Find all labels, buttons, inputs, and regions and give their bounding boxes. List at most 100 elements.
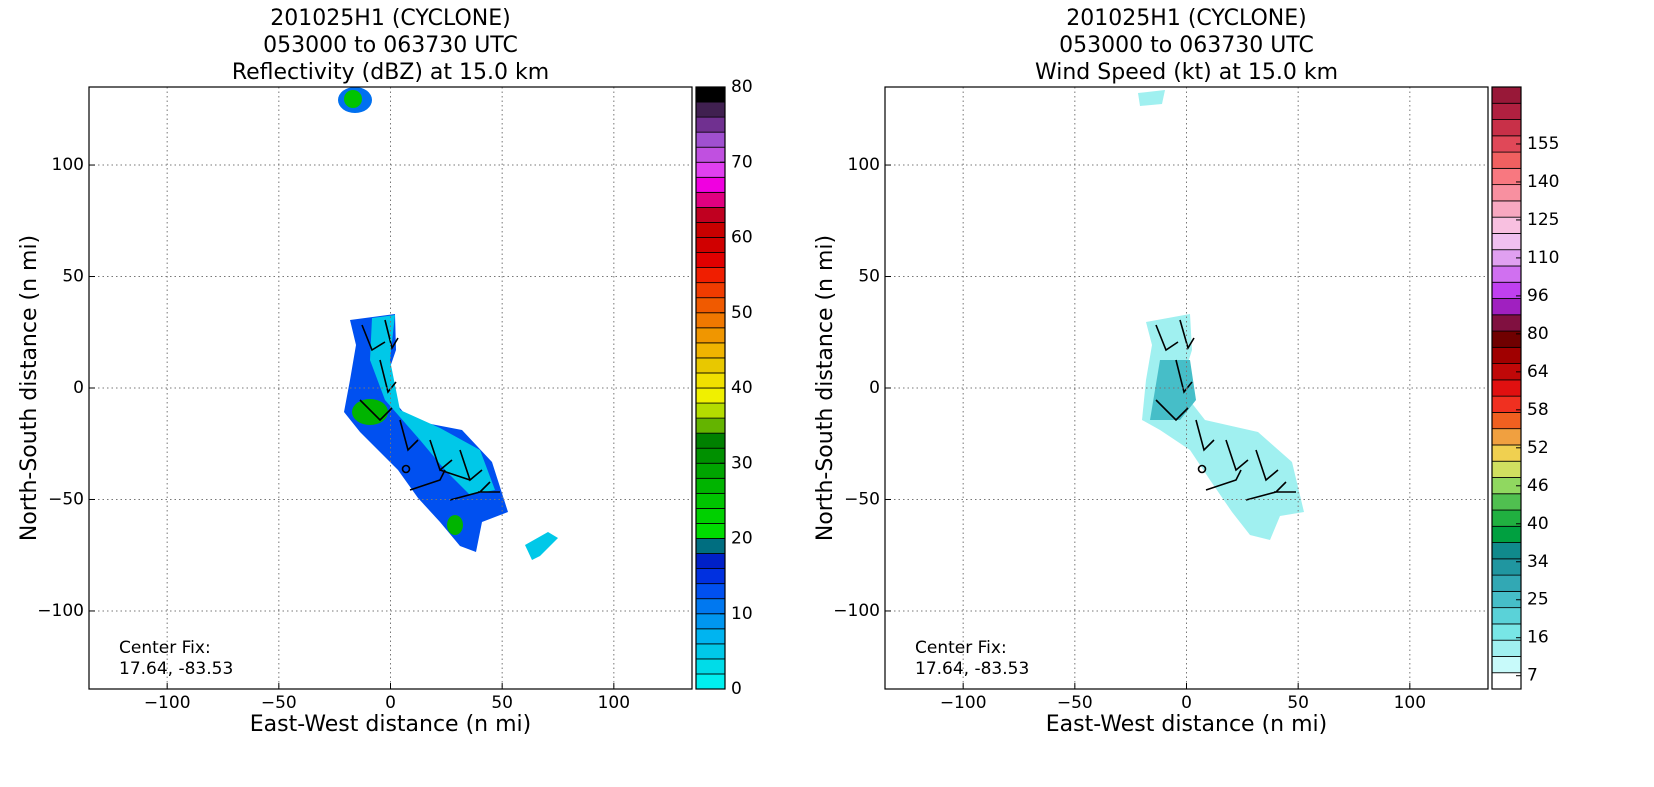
- colorbar-swatch: [1491, 200, 1522, 218]
- chart-title: 053000 to 063730 UTC: [1059, 33, 1314, 58]
- y-tick-label: 50: [62, 267, 84, 287]
- annotation: Center Fix:: [915, 638, 1007, 658]
- colorbar-swatch: [695, 538, 726, 554]
- colorbar-swatch: [695, 673, 726, 690]
- echo-layer: [338, 87, 1304, 560]
- chart-title: 053000 to 063730 UTC: [263, 33, 518, 58]
- echo: [1142, 314, 1304, 540]
- colorbar-swatch: [1491, 574, 1522, 592]
- plot-frame: [884, 86, 1489, 690]
- x-tick-label: −100: [940, 693, 987, 713]
- colorbar-tick-label: 155: [1527, 134, 1559, 154]
- colorbar-tick-label: 125: [1527, 210, 1559, 230]
- colorbar-tick-label: 60: [731, 228, 753, 248]
- colorbar-tick-label: 16: [1527, 628, 1549, 648]
- colorbar-swatch: [1491, 233, 1522, 251]
- colorbar-tick-label: 80: [1527, 324, 1549, 344]
- colorbar-swatch: [695, 282, 726, 299]
- colorbar-swatch: [1491, 346, 1522, 364]
- colorbar-tick-label: 30: [731, 453, 753, 473]
- x-tick-label: −100: [144, 693, 191, 713]
- colorbar-swatch: [695, 553, 726, 569]
- colorbar-swatch: [695, 402, 726, 419]
- colorbar-swatch: [1491, 542, 1522, 560]
- chart-title: 201025H1 (CYCLONE): [1066, 6, 1306, 31]
- colorbar-tick-label: 40: [731, 378, 753, 398]
- y-tick-label: −100: [37, 601, 84, 621]
- annotation: 17.64, -83.53: [119, 659, 233, 679]
- colorbar-swatch: [695, 492, 726, 509]
- colorbar-swatch: [1491, 298, 1522, 316]
- colorbar-swatch: [695, 583, 726, 600]
- colorbar-swatch: [695, 598, 726, 615]
- colorbar-swatch: [1491, 460, 1522, 478]
- colorbar-tick-label: 7: [1527, 666, 1538, 686]
- colorbar-tick-label: 0: [731, 679, 742, 699]
- colorbar-swatch: [695, 432, 726, 449]
- echo: [370, 315, 495, 495]
- colorbar-swatch: [1491, 379, 1522, 397]
- x-tick-label: 100: [1394, 693, 1426, 713]
- colorbar-swatch: [1491, 102, 1522, 120]
- x-tick-label: 100: [598, 693, 630, 713]
- y-tick-label: 100: [848, 155, 880, 175]
- colorbar-tick-label: 96: [1527, 286, 1549, 306]
- colorbar-swatch: [695, 613, 726, 630]
- colorbar-swatch: [695, 297, 726, 314]
- x-tick-label: 0: [385, 693, 396, 713]
- colorbar-swatch: [1491, 151, 1522, 169]
- colorbar-swatch: [695, 507, 726, 524]
- colorbar-swatch: [1491, 493, 1522, 511]
- colorbar-tick-label: 25: [1527, 590, 1549, 610]
- plot-frame: [88, 86, 693, 690]
- barb: [359, 319, 500, 501]
- x-axis-label: East-West distance (n mi): [1046, 712, 1327, 737]
- colorbar-swatch: [1491, 119, 1522, 137]
- colorbar-tick-label: 20: [731, 529, 753, 549]
- colorbar-swatch: [695, 116, 726, 133]
- colorbar-tick-label: 110: [1527, 248, 1559, 268]
- colorbar-swatch: [695, 342, 726, 359]
- colorbar-swatch: [695, 447, 726, 464]
- wind-barbs: [359, 319, 1296, 501]
- colorbar-swatch: [695, 176, 726, 193]
- annotation: 17.64, -83.53: [915, 659, 1029, 679]
- x-tick-label: −50: [261, 693, 297, 713]
- echo: [1138, 90, 1165, 106]
- y-tick-label: −50: [48, 489, 84, 509]
- colorbar-swatch: [695, 222, 726, 238]
- echo: [344, 90, 362, 108]
- colorbar-swatch: [1491, 184, 1522, 202]
- center-marker: [401, 464, 411, 474]
- y-tick-label: −100: [833, 601, 880, 621]
- colorbar-swatch: [1491, 265, 1522, 283]
- colorbar-swatch: [695, 206, 726, 223]
- y-tick-label: 0: [869, 378, 880, 398]
- colorbar-tick-label: 10: [731, 604, 753, 624]
- colorbar-swatch: [695, 477, 726, 494]
- colorbar-tick-label: 50: [731, 303, 753, 323]
- x-axis-label: East-West distance (n mi): [250, 712, 531, 737]
- colorbar-swatch: [695, 357, 726, 374]
- colorbar-swatch: [1491, 639, 1522, 657]
- y-tick-label: 0: [73, 378, 84, 398]
- colorbar-swatch: [695, 131, 726, 148]
- colorbar-tick-label: 58: [1527, 400, 1549, 420]
- colorbar-swatch: [695, 312, 726, 329]
- colorbar-tick-label: 70: [731, 152, 753, 172]
- annotation: Center Fix:: [119, 638, 211, 658]
- x-tick-label: 50: [491, 693, 513, 713]
- colorbar-swatch: [695, 523, 726, 539]
- colorbar-swatch: [695, 658, 726, 675]
- colorbar-swatch: [695, 161, 726, 178]
- colorbar-swatch: [1491, 412, 1522, 430]
- colorbar-swatch: [695, 101, 726, 118]
- colorbar-tick-label: 64: [1527, 362, 1549, 382]
- colorbar-swatch: [695, 237, 726, 253]
- colorbar-swatch: [1491, 525, 1522, 543]
- colorbar-swatch: [1491, 607, 1522, 625]
- colorbar-tick-label: 34: [1527, 552, 1549, 572]
- colorbar-tick-label: 40: [1527, 514, 1549, 534]
- y-axis-label: North-South distance (n mi): [17, 235, 42, 541]
